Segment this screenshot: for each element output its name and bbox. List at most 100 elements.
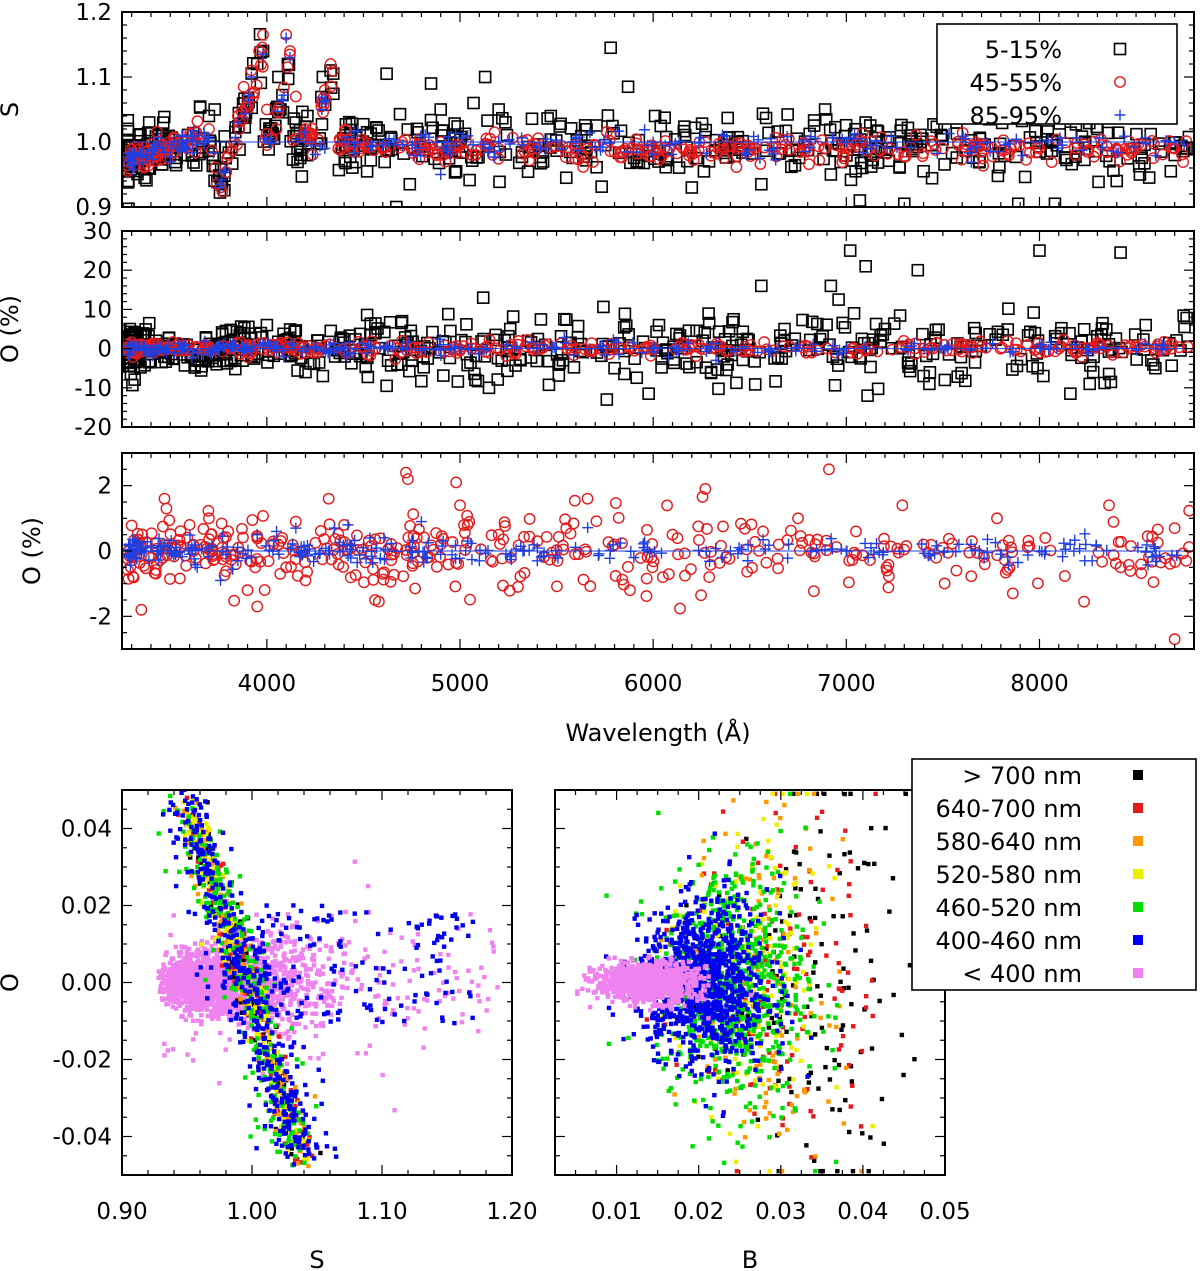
marker-plus	[978, 552, 990, 564]
marker-circle	[808, 585, 820, 598]
marker-circle	[384, 575, 397, 588]
marker-plus	[421, 552, 433, 564]
marker-plus	[1130, 344, 1142, 356]
marker-circle	[125, 519, 138, 532]
marker-circle	[1122, 558, 1135, 571]
marker-square	[595, 180, 608, 193]
marker-square	[1168, 148, 1182, 162]
marker-circle	[378, 566, 391, 579]
marker-circle	[173, 572, 186, 585]
point-band-lt400	[382, 949, 387, 955]
marker-plus	[334, 546, 346, 558]
marker-circle	[521, 334, 534, 346]
marker-plus	[655, 547, 667, 559]
marker-circle	[930, 551, 943, 564]
marker-plus	[981, 137, 993, 149]
marker-plus	[164, 156, 176, 168]
marker-plus	[525, 336, 537, 348]
marker-plus	[710, 354, 722, 366]
marker-plus	[737, 341, 749, 353]
marker-plus	[1036, 546, 1048, 558]
point-band-lt400	[280, 1016, 285, 1022]
marker-square	[659, 160, 673, 174]
marker-plus	[323, 347, 335, 359]
marker-square	[1092, 175, 1105, 189]
marker-circle	[661, 499, 673, 512]
marker-plus	[515, 540, 527, 552]
x-tick-label-bottom: 7000	[817, 671, 876, 697]
marker-plus	[137, 144, 149, 156]
point-band-lt400	[204, 961, 210, 966]
marker-plus	[535, 142, 547, 154]
point-band-lt400	[210, 1016, 215, 1022]
data-point-circle	[823, 463, 835, 476]
marker-plus	[309, 148, 321, 160]
marker-square	[556, 353, 570, 367]
data-point-plus	[187, 130, 199, 141]
marker-plus	[827, 340, 839, 352]
marker-plus	[582, 522, 594, 534]
marker-plus	[198, 127, 210, 139]
point-band-lt400	[269, 999, 274, 1004]
marker-plus	[257, 337, 269, 349]
marker-plus	[916, 538, 928, 550]
marker-plus	[153, 533, 165, 545]
point-band-lt400	[197, 960, 203, 966]
point-band-lt400	[289, 992, 295, 997]
marker-square	[502, 329, 515, 343]
point-band-lt400	[173, 985, 178, 991]
marker-circle	[587, 156, 599, 168]
marker-plus	[1146, 551, 1158, 563]
data-point-circle	[237, 80, 250, 93]
marker-square	[1132, 159, 1146, 173]
marker-square	[554, 330, 568, 343]
marker-circle	[674, 602, 686, 615]
marker-square	[495, 111, 509, 125]
point-band-lt400	[204, 1003, 210, 1008]
marker-plus	[558, 332, 570, 344]
data-point-square	[482, 381, 496, 395]
point-band-lt400	[196, 997, 201, 1003]
marker-square	[785, 160, 798, 174]
point-band-lt400	[283, 940, 289, 945]
point-band-lt400	[328, 945, 334, 950]
marker-plus	[124, 540, 136, 552]
point-band-lt400	[268, 933, 273, 938]
marker-plus	[189, 539, 201, 551]
marker-plus	[572, 144, 584, 156]
marker-circle	[1111, 143, 1124, 156]
y-tick-label-bottom: -2	[89, 604, 112, 630]
point-band-lt400	[293, 991, 298, 997]
point-band-lt400	[207, 978, 212, 983]
marker-circle	[1156, 148, 1169, 161]
marker-plus	[1045, 336, 1057, 348]
marker-square	[723, 131, 736, 144]
point-band-lt400	[158, 983, 164, 989]
marker-square	[914, 128, 927, 142]
marker-circle	[966, 341, 978, 354]
data-point-square	[847, 307, 861, 320]
marker-plus	[668, 341, 680, 353]
point-band-lt400	[296, 979, 301, 984]
data-point-circle	[699, 483, 712, 495]
marker-plus	[931, 540, 943, 552]
marker-plus	[1119, 130, 1130, 142]
data-point-square	[911, 263, 925, 277]
marker-square	[820, 318, 833, 332]
marker-plus	[627, 337, 639, 349]
marker-plus	[186, 130, 198, 142]
point-band-lt400	[310, 1011, 315, 1016]
marker-circle	[619, 144, 632, 157]
marker-square	[916, 327, 929, 341]
data-point-circle	[991, 512, 1003, 525]
marker-plus	[187, 147, 199, 159]
y-tick-label-middle: 0	[97, 337, 112, 363]
data-point-circle	[135, 603, 148, 616]
point-band-lt400	[270, 916, 275, 921]
marker-circle	[885, 540, 897, 553]
marker-circle	[1078, 595, 1090, 608]
marker-circle	[977, 159, 989, 172]
point-band-lt400	[196, 975, 202, 981]
marker-circle	[954, 338, 967, 350]
marker-plus	[176, 551, 188, 563]
